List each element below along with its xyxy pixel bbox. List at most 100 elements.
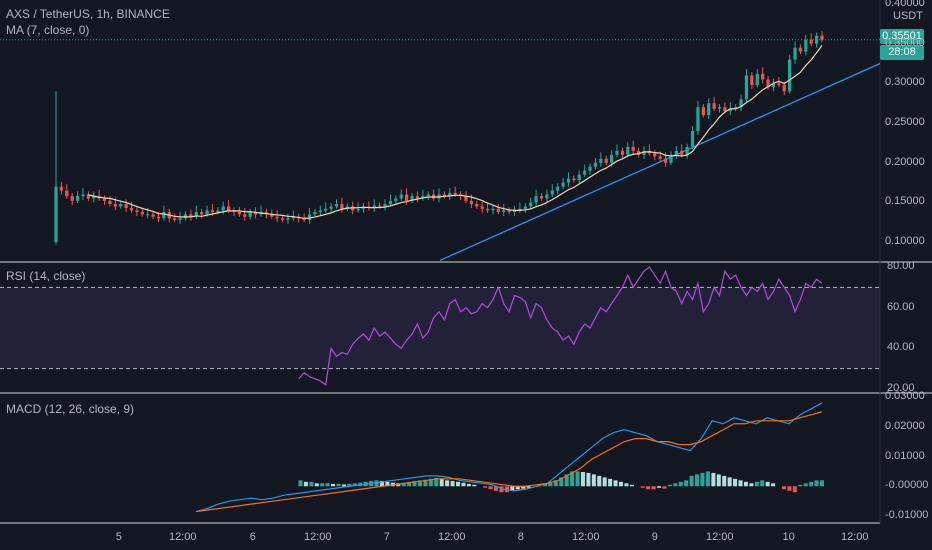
- macd-histogram-bar: [553, 480, 558, 487]
- macd-histogram-bar: [320, 483, 325, 487]
- macd-histogram-bar: [656, 486, 662, 488]
- macd-histogram-bar: [722, 475, 727, 487]
- trendline: [439, 62, 881, 262]
- candle-body: [642, 150, 646, 155]
- macd-histogram-bar: [374, 480, 379, 487]
- macd-histogram-bar: [814, 480, 819, 487]
- macd-histogram-bar: [597, 475, 602, 487]
- candle-body: [189, 214, 193, 217]
- time-tick-label: 8: [517, 531, 524, 543]
- rsi-line: [298, 266, 823, 386]
- candle-body: [286, 218, 290, 220]
- candle-body: [221, 206, 225, 211]
- candle-body: [194, 211, 198, 217]
- candle-body: [421, 196, 425, 199]
- macd-histogram-bar: [809, 481, 814, 487]
- candle-body: [529, 202, 533, 207]
- candle-body: [680, 150, 684, 155]
- candle-body: [620, 150, 625, 155]
- macd-histogram-bar: [559, 477, 564, 487]
- macd-histogram-bar: [678, 481, 683, 487]
- candle-body: [761, 73, 765, 80]
- candle-body: [814, 35, 819, 44]
- candle-body: [399, 194, 403, 199]
- time-tick-label: 10: [782, 531, 795, 543]
- macd-histogram-bar: [526, 486, 531, 488]
- candle-body: [275, 216, 279, 219]
- candle-body: [92, 196, 96, 199]
- macd-histogram-bar: [749, 483, 754, 487]
- price-tick-label: 0.40000: [885, 0, 925, 9]
- candle-body: [253, 211, 258, 215]
- macd-histogram-bar: [396, 483, 401, 487]
- candle-body: [588, 166, 592, 171]
- macd-histogram-bar: [591, 474, 596, 487]
- rsi-tick-label: 20.00: [887, 381, 915, 394]
- macd-histogram-bar: [352, 483, 357, 487]
- candle-body: [518, 208, 522, 211]
- candle-body: [129, 208, 134, 211]
- signal-line: [195, 411, 823, 513]
- candle-body: [572, 178, 576, 181]
- macd-histogram-bar: [325, 483, 330, 487]
- macd-histogram-bar: [298, 480, 303, 487]
- macd-tick-label: -0.00000: [885, 479, 929, 492]
- candle-body: [102, 198, 107, 201]
- candle-body: [502, 210, 506, 212]
- candle-body: [674, 150, 678, 155]
- macd-histogram-bar: [466, 483, 471, 487]
- price-tick-label: 0.35000: [885, 36, 925, 49]
- macd-histogram-bar: [580, 471, 585, 487]
- candle-body: [140, 211, 144, 215]
- candle-body: [696, 107, 700, 131]
- candle-body: [135, 210, 139, 212]
- macd-histogram-bar: [407, 481, 412, 487]
- candle-body: [566, 178, 571, 183]
- candle-body: [410, 196, 414, 201]
- macd-histogram-bar: [412, 480, 417, 487]
- time-tick-label: 12:00: [169, 531, 197, 543]
- candle-body: [636, 150, 641, 155]
- macd-histogram-bar: [401, 482, 406, 487]
- macd-histogram-bar: [700, 472, 705, 487]
- macd-histogram-bar: [488, 486, 493, 490]
- macd-histogram-bar: [385, 481, 390, 487]
- candle-body: [378, 205, 382, 207]
- candle-body: [146, 214, 150, 216]
- rsi-tick-label: 40.00: [887, 341, 915, 354]
- candle-body: [453, 192, 457, 195]
- macd-histogram-bar: [727, 477, 732, 487]
- candle-body: [712, 103, 716, 109]
- rsi-legend: RSI (14, close): [6, 269, 86, 283]
- candle-body: [151, 214, 155, 217]
- ma-line: [88, 45, 823, 219]
- candle-body: [448, 192, 452, 197]
- candle-body: [307, 214, 312, 220]
- candle-body: [81, 194, 85, 197]
- candle-body: [324, 208, 328, 211]
- macd-histogram-bar: [347, 483, 352, 487]
- candle-body: [388, 200, 393, 205]
- candle-body: [550, 190, 554, 195]
- candle-body: [734, 107, 738, 109]
- macd-histogram-bar: [455, 481, 461, 487]
- candle-body: [556, 186, 560, 191]
- macd-histogram-bar: [303, 481, 308, 487]
- candle-body: [631, 146, 635, 151]
- macd-histogram-bar: [629, 484, 634, 487]
- macd-histogram-bar: [803, 483, 808, 487]
- macd-histogram-bar: [792, 486, 797, 493]
- macd-histogram-bar: [673, 483, 678, 487]
- last-price-tag: 0.35501: [880, 29, 924, 44]
- macd-histogram-bar: [705, 471, 710, 487]
- candle-body: [162, 211, 166, 219]
- candle-body: [248, 211, 252, 217]
- candle-body: [415, 196, 420, 199]
- candle-body: [717, 107, 722, 109]
- macd-histogram-bar: [309, 481, 314, 487]
- candle-body: [669, 154, 673, 163]
- macd-histogram-bar: [689, 475, 694, 487]
- candle-body: [237, 211, 242, 215]
- macd-histogram-bar: [624, 483, 629, 487]
